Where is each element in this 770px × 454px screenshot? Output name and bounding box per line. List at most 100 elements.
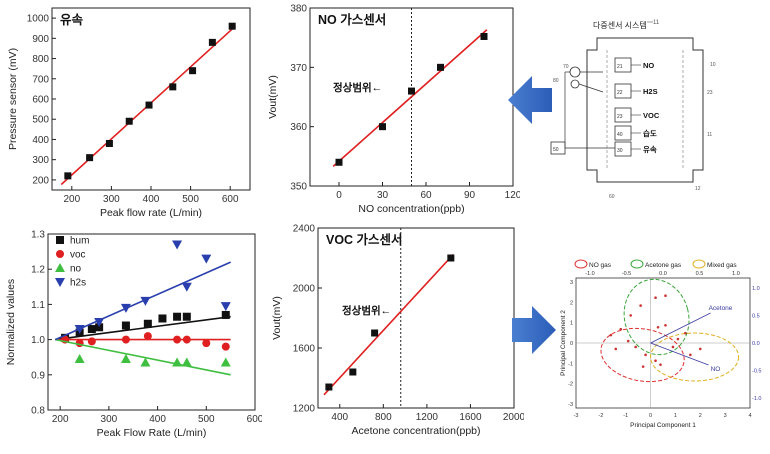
sensor-label: H2S (643, 87, 658, 96)
series-fit-line (55, 338, 231, 376)
data-point (121, 321, 130, 330)
pca-point (641, 365, 645, 368)
arrow-right-icon (512, 306, 556, 354)
y-tick-label: 500 (32, 115, 49, 126)
pca-x-tick: 4 (748, 413, 751, 419)
pca-point (614, 347, 618, 351)
y-axis-label: Pressure sensor (mV) (7, 48, 19, 150)
y-tick-label: 2400 (293, 224, 316, 235)
y-tick-label: 1600 (293, 344, 316, 355)
data-point (87, 325, 96, 334)
plot-frame (51, 7, 251, 191)
x-tick-label: 200 (52, 414, 69, 425)
pca-x-tick: -1 (623, 413, 628, 419)
sensor-label: 습도 (643, 128, 657, 138)
pca-x-tick: 1 (674, 413, 677, 419)
data-point (143, 332, 152, 341)
pca-point (664, 294, 667, 298)
y-tick-label: 800 (32, 54, 49, 65)
y-tick-label: 380 (290, 4, 307, 15)
pca-point (654, 359, 657, 363)
pca-x-label: Principal Component 1 (630, 422, 696, 429)
x-axis-label: Peak Flow Rate (L/min) (97, 427, 207, 439)
pca-top-tick: -0.5 (622, 271, 631, 277)
voc-sensor-chart: 400 800 1200 1600 2000 1200 1600 2000 2400 Aceton… (271, 224, 524, 438)
plot-frame (47, 233, 256, 411)
pca-y-tick: 3 (570, 280, 573, 286)
legend-label: hum (70, 236, 89, 247)
data-point (143, 319, 152, 328)
pca-right-tick: -0.5 (752, 369, 761, 375)
pca-plot: NO gas Acetone gas Mixed gas -3 -2 -1 0 1 2 3 4 -1.… (560, 259, 761, 429)
x-tick-label: 2000 (503, 412, 524, 423)
pca-x-tick: 2 (699, 413, 702, 419)
data-point (447, 254, 455, 262)
data-point (189, 67, 197, 75)
y-tick-label: 1200 (293, 404, 316, 415)
pca-y-tick: 0 (570, 341, 573, 347)
pca-y-tick: 1 (570, 321, 573, 327)
pca-point (659, 363, 662, 366)
pca-point (698, 347, 702, 351)
x-tick-label: 500 (182, 194, 199, 205)
data-point (181, 357, 192, 367)
data-point (173, 312, 182, 321)
data-point (437, 63, 444, 71)
diagram-title: 다중센서 시스템 (593, 20, 647, 30)
x-tick-label: 1600 (459, 412, 482, 423)
x-tick-label: 60 (420, 190, 432, 201)
svg-text:60: 60 (609, 194, 615, 200)
data-point (120, 353, 131, 363)
svg-text:23: 23 (707, 90, 713, 96)
sensor-label: VOC (643, 111, 660, 120)
legend-label: h2s (70, 278, 86, 289)
data-point (95, 323, 104, 332)
x-axis-label: Peak flow rate (L/min) (100, 207, 202, 219)
data-point (181, 282, 192, 292)
y-tick-label: 1.3 (31, 230, 45, 241)
pca-legend-label: Mixed gas (707, 262, 737, 269)
pca-vector (650, 342, 709, 366)
data-point (86, 154, 94, 162)
x-tick-label: 300 (103, 194, 120, 205)
pca-y-tick: -1 (568, 361, 573, 367)
legend-marker (55, 263, 65, 272)
pca-y-tick: -3 (568, 402, 573, 408)
legend-label: no (70, 264, 82, 275)
y-tick-label: 1.1 (31, 300, 45, 311)
data-point (182, 312, 191, 321)
x-tick-label: 90 (464, 190, 476, 201)
y-axis-label: Vout(mV) (267, 75, 279, 119)
data-point (202, 339, 211, 348)
data-point (220, 302, 231, 312)
normal-range-annotation: 정상범위← (333, 81, 382, 94)
data-point (158, 314, 167, 323)
x-tick-label: 300 (101, 414, 118, 425)
data-point (221, 342, 230, 351)
data-point (335, 158, 343, 166)
svg-text:23: 23 (617, 114, 623, 120)
multi-sensor-diagram: 다중센서 시스템 11 70 80 50 21 NO 22 H2S 23 VOC 40 습도 3… (550, 20, 716, 200)
x-tick-label: 400 (149, 414, 166, 425)
y-tick-label: 400 (32, 135, 49, 146)
x-tick-label: 0 (336, 190, 342, 201)
y-axis-label: Normalized values (5, 279, 17, 365)
y-tick-label: 0.8 (31, 406, 45, 417)
sensor-label: NO (643, 61, 654, 70)
x-tick-label: 1200 (416, 412, 439, 423)
flow-chart: 200 300 400 500 600 200 300 400 500 600 700 800 900 1… (7, 7, 251, 219)
y-tick-label: 600 (32, 95, 49, 106)
svg-text:50: 50 (553, 147, 559, 153)
pca-point (634, 345, 637, 349)
data-point (172, 357, 183, 367)
svg-text:30: 30 (617, 148, 623, 154)
pca-point (644, 353, 647, 357)
sensor-label: 유속 (643, 144, 657, 154)
pca-point (619, 327, 623, 331)
x-tick-label: 600 (247, 414, 262, 425)
chart-title: VOC 가스센서 (326, 232, 403, 247)
data-point (228, 22, 236, 30)
pca-top-tick: -1.0 (585, 271, 594, 277)
x-tick-label: 400 (143, 194, 160, 205)
arrow-left-icon (508, 76, 552, 124)
